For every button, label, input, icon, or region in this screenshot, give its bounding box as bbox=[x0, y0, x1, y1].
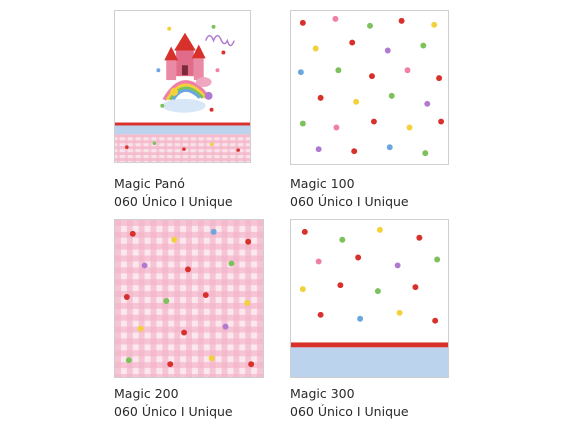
product-name: Magic 300 bbox=[290, 386, 355, 401]
blue-band bbox=[115, 125, 250, 135]
swatch-magic-pano[interactable] bbox=[114, 10, 251, 163]
product-code-line: 060 Único I Unique bbox=[290, 404, 409, 419]
swatch-magic-200[interactable] bbox=[114, 219, 264, 378]
red-stripe bbox=[291, 342, 448, 348]
red-stripe bbox=[115, 122, 250, 126]
gingham-motif-pattern bbox=[115, 220, 263, 377]
castle-illustration bbox=[164, 32, 206, 81]
product-name: Magic 100 bbox=[290, 176, 355, 191]
product-code-line: 060 Único I Unique bbox=[114, 194, 233, 209]
blue-band bbox=[291, 347, 448, 377]
caption-magic-pano: Magic Panó 060 Único I Unique bbox=[114, 175, 233, 211]
motif-border-pattern bbox=[291, 220, 448, 377]
mural-illustration bbox=[115, 11, 250, 162]
product-name: Magic Panó bbox=[114, 176, 185, 191]
product-code-line: 060 Único I Unique bbox=[290, 194, 409, 209]
caption-magic-200: Magic 200 060 Único I Unique bbox=[114, 385, 233, 421]
caption-magic-100: Magic 100 060 Único I Unique bbox=[290, 175, 409, 211]
caption-magic-300: Magic 300 060 Único I Unique bbox=[290, 385, 409, 421]
scattered-motif-pattern bbox=[291, 11, 448, 164]
product-name: Magic 200 bbox=[114, 386, 179, 401]
swatch-magic-100[interactable] bbox=[290, 10, 449, 165]
swatch-magic-300[interactable] bbox=[290, 219, 449, 378]
product-code-line: 060 Único I Unique bbox=[114, 404, 233, 419]
